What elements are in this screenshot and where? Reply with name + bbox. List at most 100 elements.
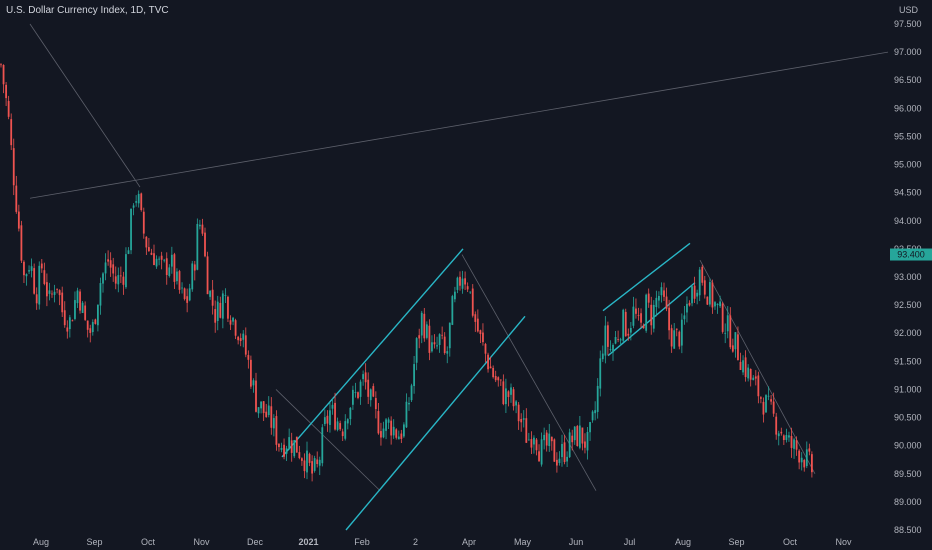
candle-up — [660, 287, 663, 296]
candle-up — [461, 278, 464, 289]
candle-up — [392, 426, 395, 436]
x-tick-label: 2021 — [298, 537, 318, 547]
candle-down — [17, 211, 20, 229]
y-tick-label: 96.500 — [894, 75, 922, 85]
candle-up — [242, 333, 245, 340]
candle-down — [464, 278, 466, 285]
candle-up — [280, 447, 283, 450]
candles-layer — [0, 63, 813, 482]
candle-up — [456, 277, 459, 290]
candle-down — [479, 330, 482, 335]
candle-up — [446, 351, 449, 354]
candle-up — [568, 432, 571, 458]
candle-down — [775, 416, 778, 435]
candle-down — [433, 342, 436, 345]
candle-up — [601, 353, 604, 360]
candle-down — [584, 441, 586, 448]
candle-down — [109, 260, 112, 268]
candle-up — [724, 332, 727, 334]
candle-up — [176, 271, 178, 282]
drawings-layer — [29, 23, 889, 531]
y-tick-label: 94.500 — [894, 188, 922, 198]
x-tick-label: Jul — [624, 537, 636, 547]
candle-down — [782, 435, 785, 441]
candle-down — [757, 375, 760, 397]
candle-down — [487, 354, 489, 370]
candle-up — [425, 324, 428, 338]
candle-up — [413, 364, 415, 387]
candle-up — [323, 417, 326, 425]
candle-down — [471, 288, 474, 316]
candle-down — [150, 252, 153, 255]
candle-down — [234, 320, 237, 336]
channel-line — [345, 315, 526, 531]
candle-up — [622, 309, 625, 341]
candle-down — [670, 328, 673, 347]
candle-up — [696, 292, 699, 297]
candle-up — [777, 433, 780, 437]
candle-up — [522, 418, 525, 420]
candle-up — [698, 269, 701, 296]
candle-down — [142, 211, 145, 234]
candle-down — [86, 320, 89, 330]
candle-up — [306, 450, 308, 473]
candle-down — [502, 381, 505, 405]
candle-up — [785, 435, 788, 441]
candle-down — [553, 439, 556, 462]
candle-down — [395, 429, 398, 438]
candle-down — [160, 255, 163, 260]
candle-up — [403, 424, 405, 437]
x-tick-label: Dec — [247, 537, 264, 547]
candle-up — [349, 407, 352, 420]
candle-down — [571, 435, 574, 443]
candle-down — [148, 247, 150, 251]
candle-up — [561, 444, 563, 458]
candle-up — [558, 458, 561, 463]
candle-up — [527, 439, 530, 441]
candle-down — [663, 290, 665, 297]
candle-down — [770, 399, 772, 402]
price-badge-label: 93.400 — [897, 250, 925, 260]
candle-down — [23, 261, 25, 276]
y-tick-label: 92.500 — [894, 300, 922, 310]
candle-down — [739, 361, 742, 371]
candle-up — [260, 401, 262, 409]
candle-down — [520, 419, 523, 423]
candle-down — [624, 311, 627, 337]
candle-down — [5, 84, 7, 99]
price-unit: USD — [898, 5, 918, 15]
candle-down — [244, 335, 247, 355]
candle-up — [313, 458, 316, 471]
candle-up — [81, 302, 84, 314]
candle-up — [359, 381, 362, 397]
price-badge: 93.400 — [890, 248, 932, 261]
candle-down — [265, 411, 268, 418]
candle-down — [298, 452, 301, 459]
candle-down — [239, 338, 242, 341]
candle-up — [25, 274, 28, 277]
candle-up — [137, 193, 140, 204]
candle-up — [596, 385, 599, 412]
candle-up — [224, 295, 227, 296]
candle-up — [469, 291, 472, 293]
candle-down — [675, 328, 678, 330]
candle-up — [709, 282, 711, 305]
candle-up — [420, 312, 423, 336]
candle-up — [135, 201, 138, 203]
candle-down — [247, 355, 250, 360]
y-tick-label: 93.000 — [894, 272, 922, 282]
y-tick-label: 94.000 — [894, 216, 922, 226]
candle-up — [431, 342, 433, 352]
candle-down — [798, 450, 801, 463]
candle-up — [74, 300, 76, 319]
candle-down — [550, 436, 553, 442]
candle-up — [293, 440, 296, 457]
candle-down — [308, 453, 311, 463]
candle-down — [63, 310, 66, 326]
candle-down — [607, 325, 609, 347]
candle-up — [53, 291, 56, 295]
x-tick-label: Apr — [462, 537, 476, 547]
candle-up — [673, 330, 676, 349]
